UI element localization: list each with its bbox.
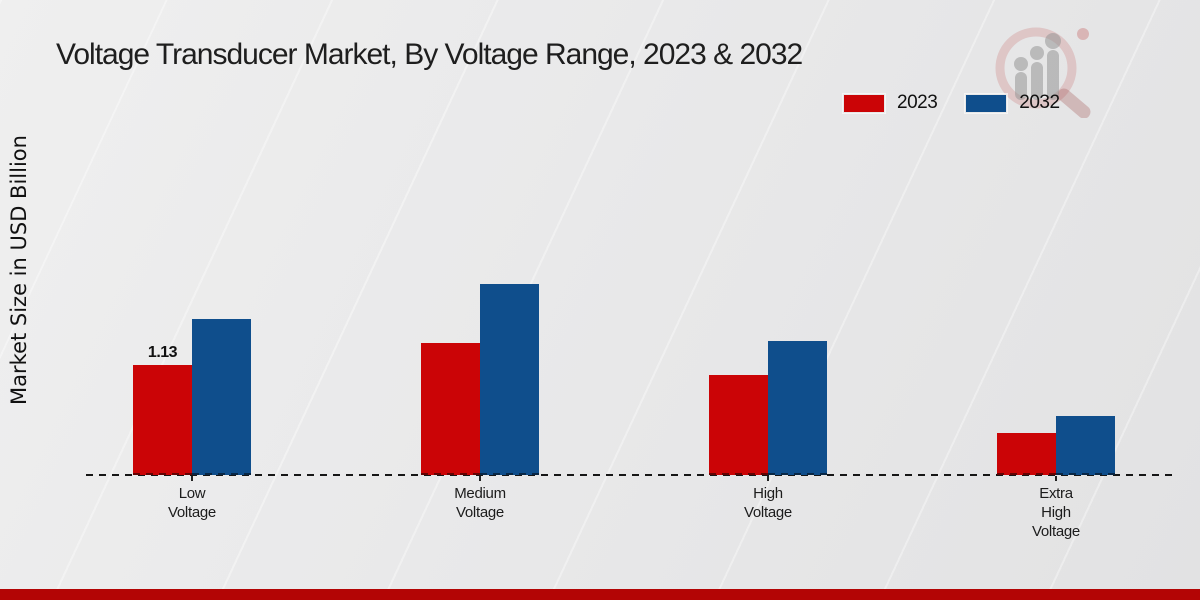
x-tick-low-voltage [191,476,193,481]
bar-2032-high-voltage [768,341,827,475]
bar-2032-medium-voltage [480,284,539,475]
legend-label-2023: 2023 [897,92,938,113]
category-label-extra-high-voltage: Extra High Voltage [1032,485,1080,540]
bar-2032-extra-high-voltage [1056,416,1115,475]
x-tick-extra-high-voltage [1055,476,1057,481]
footer-accent-band [0,589,1200,600]
legend: 2023 2032 [843,92,1060,114]
bar-value-label: 1.13 [147,344,178,361]
bar-group-extra-high-voltage [997,416,1115,475]
bar-group-high-voltage [709,341,827,475]
legend-label-2032: 2032 [1019,92,1060,113]
chart-title: Voltage Transducer Market, By Voltage Ra… [56,38,803,71]
x-axis-baseline [86,474,1174,476]
category-label-medium-voltage: Medium Voltage [454,485,506,521]
bar-2023-medium-voltage [421,343,480,475]
x-tick-medium-voltage [479,476,481,481]
y-axis-label: Market Size in USD Billion [7,135,31,405]
bar-2023-extra-high-voltage [997,433,1056,475]
bar-2032-low-voltage [192,319,251,475]
bar-2023-high-voltage [709,375,768,475]
bar-2023-low-voltage: 1.13 [133,344,192,475]
legend-item-2023: 2023 [843,92,938,114]
legend-swatch-2032 [965,93,1008,113]
category-label-low-voltage: Low Voltage [168,485,216,521]
magnifier-growth-chart-logo-icon [995,27,1091,118]
legend-swatch-2023 [843,93,885,113]
category-label-high-voltage: High Voltage [744,485,792,521]
bar-group-low-voltage: 1.13 [133,319,251,475]
x-tick-high-voltage [767,476,769,481]
legend-item-2032: 2032 [965,92,1060,114]
bar-group-medium-voltage [421,284,539,475]
